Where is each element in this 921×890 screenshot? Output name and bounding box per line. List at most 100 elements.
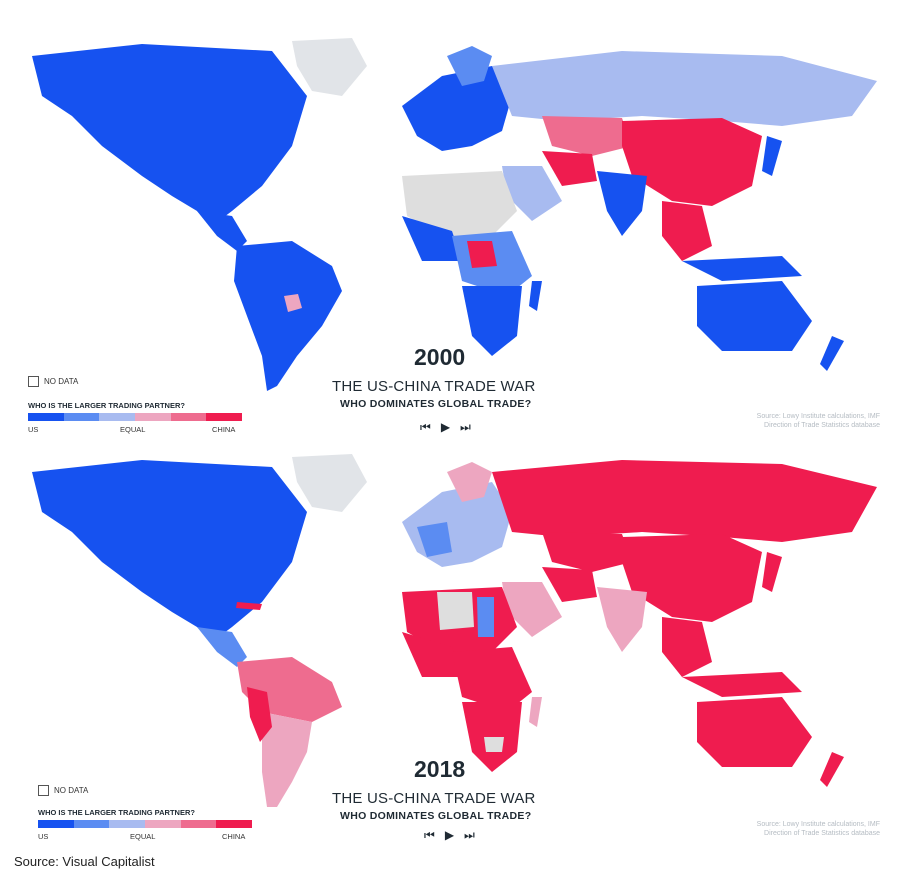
legend-color-bar bbox=[28, 413, 243, 421]
new-zealand-region bbox=[820, 752, 844, 787]
no-data-swatch bbox=[38, 785, 49, 796]
sahara-region bbox=[437, 592, 474, 630]
legend-swatch-equal-blue bbox=[99, 413, 136, 421]
europe-region bbox=[402, 66, 512, 151]
play-icon[interactable]: ▶ bbox=[444, 828, 455, 842]
legend-color-bar bbox=[38, 820, 253, 828]
andes-region bbox=[247, 687, 272, 742]
legend-swatch-china-mid bbox=[180, 820, 217, 828]
arabia-region bbox=[502, 166, 562, 221]
map-title: THE US-CHINA TRADE WAR bbox=[332, 378, 536, 395]
china-region bbox=[622, 534, 762, 622]
legend-label-us: US bbox=[28, 425, 39, 434]
legend-swatch-equal-blue bbox=[109, 820, 146, 828]
no-data-label: NO DATA bbox=[54, 786, 89, 795]
map-source: Source: Lowy Institute calculations, IMF… bbox=[757, 820, 880, 838]
south-america-south-region bbox=[262, 712, 312, 807]
legend-swatch-china bbox=[216, 820, 253, 828]
legend-swatch-china-mid bbox=[170, 413, 207, 421]
central-america-region bbox=[197, 211, 247, 251]
libya-region bbox=[477, 597, 494, 637]
north-america-region bbox=[32, 460, 307, 642]
western-europe-region bbox=[417, 522, 452, 557]
playback-controls: ⏮ ▶ ⏭ bbox=[424, 828, 475, 843]
paraguay-region bbox=[284, 294, 302, 312]
map-subtitle: WHO DOMINATES GLOBAL TRADE? bbox=[340, 810, 532, 822]
australia-region bbox=[697, 697, 812, 767]
legend-swatch-us-light bbox=[73, 820, 110, 828]
indonesia-region bbox=[682, 256, 802, 281]
world-map-2018 bbox=[32, 454, 877, 807]
play-icon[interactable]: ▶ bbox=[440, 420, 451, 434]
legend-question: WHO IS THE LARGER TRADING PARTNER? bbox=[38, 808, 195, 817]
playback-controls: ⏮ ▶ ⏭ bbox=[420, 420, 471, 435]
year-label: 2018 bbox=[414, 756, 466, 782]
greenland-region bbox=[292, 454, 367, 512]
legend-label-china: CHINA bbox=[222, 832, 246, 841]
scandinavia-region bbox=[447, 46, 492, 86]
legend-swatch-us-light bbox=[63, 413, 100, 421]
russia-region bbox=[492, 51, 877, 126]
west-africa-region bbox=[402, 632, 462, 677]
europe-region bbox=[402, 482, 512, 567]
no-data-label: NO DATA bbox=[44, 377, 79, 386]
iran-region bbox=[542, 151, 597, 186]
map-source-line1: Source: Lowy Institute calculations, IMF bbox=[756, 413, 880, 420]
footer-source: Source: Visual Capitalist bbox=[14, 854, 155, 869]
world-map-2000 bbox=[32, 38, 877, 391]
skip-back-icon[interactable]: ⏮ bbox=[424, 828, 435, 842]
central-america-region bbox=[197, 627, 247, 667]
legend-label-china: CHINA bbox=[212, 425, 236, 434]
legend-label-equal: EQUAL bbox=[120, 425, 146, 434]
iran-region bbox=[542, 567, 597, 602]
no-data-swatch bbox=[28, 376, 39, 387]
map-source-line2: Direction of Trade Statistics database bbox=[764, 830, 880, 837]
japan-region bbox=[762, 552, 782, 592]
china-region bbox=[622, 118, 762, 206]
year-label: 2000 bbox=[414, 344, 466, 370]
drc-region bbox=[467, 241, 497, 268]
central-asia-region bbox=[542, 116, 632, 156]
map-source: Source: Lowy Institute calculations, IMF… bbox=[757, 412, 880, 430]
scandinavia-region bbox=[447, 462, 492, 502]
no-data-legend: NO DATA bbox=[28, 376, 78, 387]
map-panel-2018: 2018 THE US-CHINA TRADE WAR WHO DOMINATE… bbox=[22, 452, 894, 860]
map-panel-2000: 2000 THE US-CHINA TRADE WAR WHO DOMINATE… bbox=[22, 36, 894, 444]
south-america-region bbox=[234, 241, 342, 391]
no-data-legend: NO DATA bbox=[38, 785, 88, 796]
australia-region bbox=[697, 281, 812, 351]
se-asia-region bbox=[662, 201, 712, 261]
cuba-region bbox=[236, 602, 262, 610]
south-africa-inner-region bbox=[484, 737, 504, 752]
legend-swatch-china-light bbox=[145, 820, 181, 828]
japan-region bbox=[762, 136, 782, 176]
legend-swatch-china bbox=[206, 413, 243, 421]
legend-label-equal: EQUAL bbox=[130, 832, 156, 841]
map-source-line2: Direction of Trade Statistics database bbox=[764, 422, 880, 429]
legend-swatch-china-light bbox=[135, 413, 171, 421]
madagascar-region bbox=[529, 281, 542, 311]
map-subtitle: WHO DOMINATES GLOBAL TRADE? bbox=[340, 398, 532, 410]
north-america-region bbox=[32, 44, 307, 226]
skip-back-icon[interactable]: ⏮ bbox=[420, 420, 431, 434]
southern-africa-region bbox=[462, 286, 522, 356]
india-region bbox=[597, 587, 647, 652]
skip-forward-icon[interactable]: ⏭ bbox=[464, 828, 475, 842]
india-region bbox=[597, 171, 647, 236]
map-source-line1: Source: Lowy Institute calculations, IMF bbox=[756, 821, 880, 828]
arabia-region bbox=[502, 582, 562, 637]
greenland-region bbox=[292, 38, 367, 96]
central-asia-region bbox=[542, 532, 632, 572]
skip-forward-icon[interactable]: ⏭ bbox=[460, 420, 471, 434]
map-title: THE US-CHINA TRADE WAR bbox=[332, 790, 536, 807]
indonesia-region bbox=[682, 672, 802, 697]
central-africa-region bbox=[452, 647, 532, 712]
legend-swatch-us bbox=[38, 820, 74, 828]
legend-label-us: US bbox=[38, 832, 49, 841]
new-zealand-region bbox=[820, 336, 844, 371]
west-africa-region bbox=[402, 216, 462, 261]
legend-swatch-us bbox=[28, 413, 64, 421]
legend-question: WHO IS THE LARGER TRADING PARTNER? bbox=[28, 401, 185, 410]
russia-region bbox=[492, 460, 877, 542]
madagascar-region bbox=[529, 697, 542, 727]
